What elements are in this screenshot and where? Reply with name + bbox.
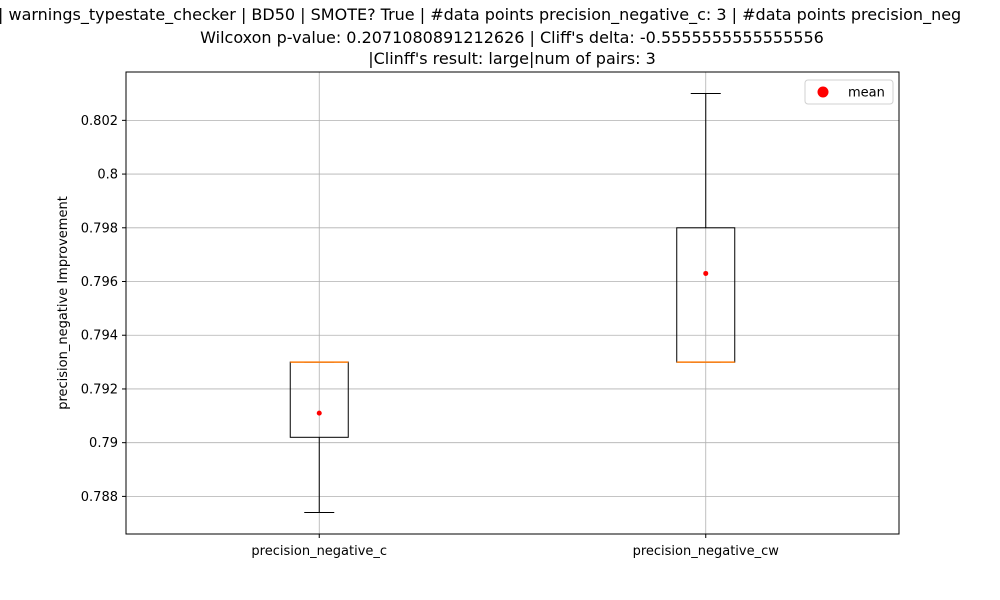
legend-label: mean: [848, 86, 885, 101]
y-tick-label: 0.796: [81, 275, 118, 290]
title-line: Wilcoxon p-value: 0.2071080891212626 | C…: [200, 28, 824, 47]
mean-marker: [703, 270, 709, 276]
y-tick-label: 0.802: [81, 114, 118, 129]
y-axis-label: precision_negative Improvement: [56, 196, 71, 410]
x-tick-label: precision_negative_c: [251, 544, 387, 559]
title-line: |Clinff's result: large|num of pairs: 3: [368, 49, 656, 68]
x-tick-label: precision_negative_cw: [633, 544, 780, 559]
legend-marker: [817, 86, 829, 98]
y-tick-label: 0.79: [89, 436, 118, 451]
y-tick-label: 0.798: [81, 221, 118, 236]
y-tick-label: 0.794: [81, 329, 118, 344]
title-line: | warnings_typestate_checker | BD50 | SM…: [0, 5, 961, 25]
y-tick-label: 0.788: [81, 490, 118, 505]
y-tick-label: 0.792: [81, 382, 118, 397]
legend: [804, 79, 894, 105]
y-tick-label: 0.8: [97, 168, 118, 183]
mean-marker: [316, 410, 322, 416]
plot-frame: [125, 71, 900, 535]
